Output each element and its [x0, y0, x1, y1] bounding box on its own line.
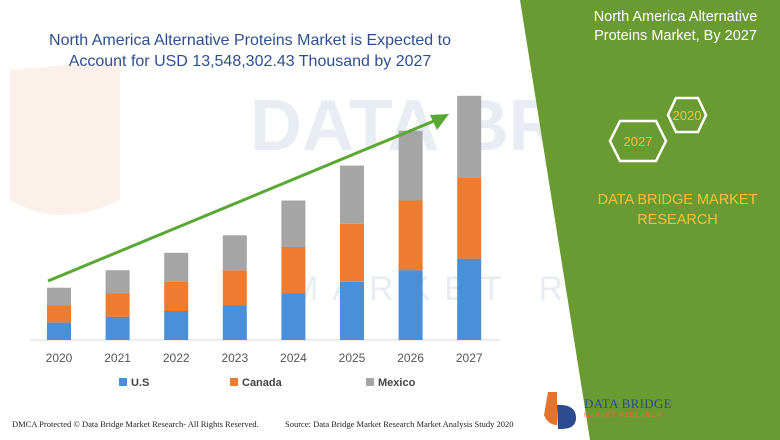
- trend-arrow: [47, 114, 449, 283]
- x-tick-2025: 2025: [339, 351, 366, 365]
- x-tick-2021: 2021: [104, 351, 131, 365]
- bar-mexico-2027: [457, 95, 482, 178]
- x-tick-2027: 2027: [456, 351, 483, 365]
- bar-us-2026: [398, 270, 423, 340]
- legend-label-mexico: Mexico: [378, 377, 416, 389]
- bar-us-2025: [340, 281, 364, 340]
- bar-mexico-2022: [164, 252, 189, 282]
- legend-swatch-us: [119, 378, 127, 386]
- hex-label-2027: 2027: [624, 134, 653, 149]
- x-tick-2026: 2026: [397, 351, 424, 365]
- bar-canada-2022: [164, 281, 189, 311]
- bar-us-2021: [105, 316, 130, 340]
- hex-label-2020: 2020: [673, 108, 702, 123]
- bar-canada-2023: [222, 270, 247, 306]
- x-tick-2024: 2024: [280, 351, 307, 365]
- x-tick-2020: 2020: [46, 351, 73, 365]
- hexagon-2020: [666, 96, 708, 134]
- bar-us-2020: [47, 322, 71, 340]
- bar-mexico-2023: [222, 235, 247, 271]
- bar-us-2027: [457, 258, 482, 340]
- bar-mexico-2025: [340, 165, 364, 224]
- legend: U.S Canada Mexico: [119, 377, 416, 389]
- x-tick-labels: 2020 2021 2022 2023 2024 2025 2026 2027: [46, 351, 483, 365]
- chart-title: North America Alternative Proteins Marke…: [49, 32, 451, 70]
- x-tick-2022: 2022: [163, 351, 190, 365]
- hexagon-2027: [608, 119, 668, 163]
- green-side-panel: [520, 0, 780, 440]
- logo-mark: [544, 392, 576, 430]
- footer-source: Source: Data Bridge Market Research Mark…: [285, 419, 514, 429]
- bar-canada-2020: [47, 305, 71, 323]
- bar-canada-2026: [398, 200, 423, 271]
- bar-us-2023: [222, 305, 247, 340]
- bar-mexico-2020: [47, 287, 71, 306]
- footer-copyright: DMCA Protected © Data Bridge Market Rese…: [12, 419, 259, 429]
- trend-arrow-line: [47, 119, 435, 283]
- logo-tagline: MARKET RESEARCH: [584, 413, 662, 419]
- bar-canada-2021: [105, 293, 130, 317]
- x-tick-2023: 2023: [221, 351, 248, 365]
- legend-swatch-mexico: [366, 378, 374, 386]
- side-panel-brand: DATA BRIDGE MARKET RESEARCH: [597, 192, 758, 228]
- legend-label-us: U.S: [131, 377, 149, 389]
- trend-arrow-head: [430, 114, 449, 130]
- bar-mexico-2026: [398, 130, 423, 201]
- logo-name: DATA BRIDGE: [584, 396, 672, 411]
- legend-swatch-canada: [230, 378, 238, 386]
- bar-us-2024: [281, 293, 306, 340]
- side-panel-title: North America Alternative Proteins Marke…: [593, 9, 758, 44]
- bar-canada-2027: [457, 177, 482, 259]
- legend-label-canada: Canada: [242, 377, 283, 389]
- bar-us-2022: [164, 310, 189, 340]
- bar-canada-2025: [340, 223, 364, 282]
- bar-canada-2024: [281, 247, 306, 294]
- bars-group: [47, 95, 482, 340]
- bar-mexico-2024: [281, 200, 306, 247]
- bar-mexico-2021: [105, 270, 130, 294]
